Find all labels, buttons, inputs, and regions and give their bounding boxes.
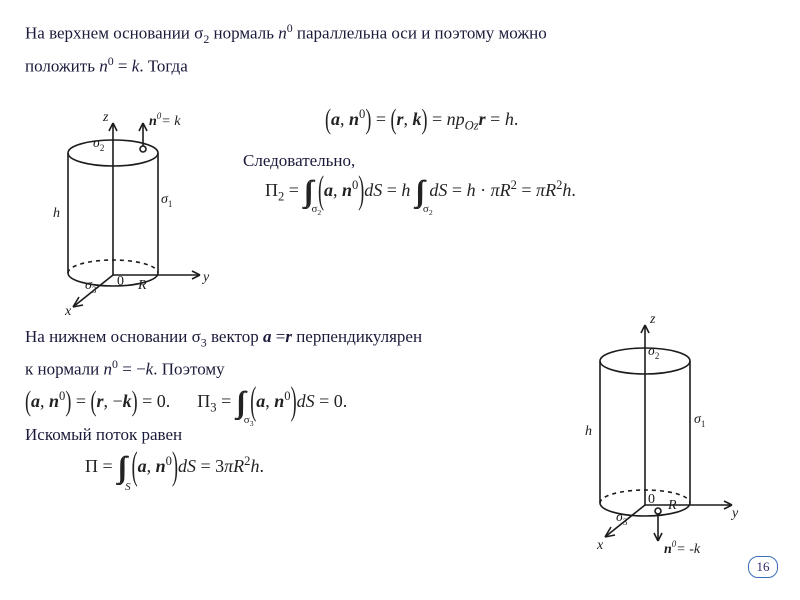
svg-text:y: y [201, 270, 210, 285]
svg-text:x: x [64, 304, 72, 315]
sigma3-line-2: к нормали n0 = −k. Поэтому [25, 356, 545, 382]
svg-text:σ2: σ2 [648, 344, 659, 361]
svg-text:σ1: σ1 [161, 192, 172, 209]
sigma3-line-1: На нижнем основании σ3 вектор a =r перпе… [25, 326, 545, 350]
svg-text:h: h [585, 424, 592, 439]
svg-text:n0= -k: n0= -k [664, 539, 701, 557]
svg-text:σ3: σ3 [85, 278, 97, 295]
svg-text:σ3: σ3 [616, 510, 628, 527]
equation-sigma3-zero: (a, n0) = (r, −k) = 0. П3 = ∫∫σ3 (a, n0)… [25, 388, 545, 418]
equation-a-n0: (a, n0) = (r, k) = npOzr = h. [325, 107, 775, 134]
svg-text:n0= k: n0= k [149, 111, 181, 129]
svg-text:h: h [53, 206, 60, 221]
page-number-badge: 16 [748, 556, 778, 578]
svg-text:σ1: σ1 [694, 412, 705, 429]
cylinder-diagram-top: z y x h R 0 σ1 σ2 σ3 n0= k [25, 85, 225, 320]
svg-text:R: R [667, 498, 677, 513]
cylinder-diagram-bottom: z y x h R 0 σ1 σ2 σ3 n0= -k [550, 305, 740, 565]
svg-text:y: y [730, 506, 739, 521]
intro-line-2: положить n0 = k. Тогда [25, 53, 775, 79]
equation-total-flux: П = ∫∫S (a, n0)dS = 3πR2h. [85, 453, 545, 483]
equation-pi2: П2 = ∫∫σ2 (a, n0)dS = h ∫∫σ2 dS = h · πR… [265, 177, 775, 207]
svg-text:R: R [137, 278, 147, 293]
svg-text:z: z [649, 312, 656, 327]
svg-text:0: 0 [648, 492, 655, 507]
final-label: Искомый поток равен [25, 424, 545, 447]
intro-line-1: На верхнем основании σ2 нормаль n0 парал… [25, 20, 775, 47]
svg-text:x: x [596, 538, 604, 553]
svg-text:z: z [102, 110, 109, 125]
svg-text:σ2: σ2 [93, 136, 104, 153]
svg-text:0: 0 [117, 274, 124, 289]
